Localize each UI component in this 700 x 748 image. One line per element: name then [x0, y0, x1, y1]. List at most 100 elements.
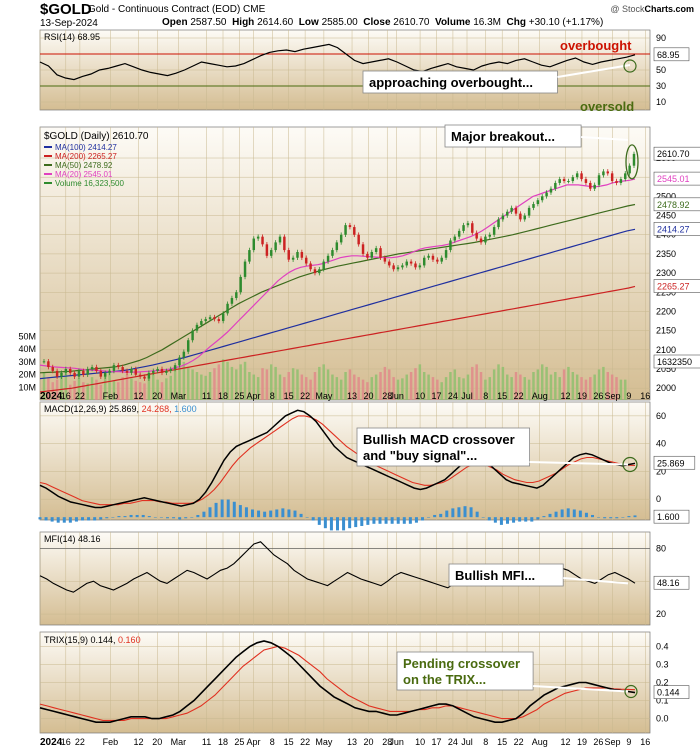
candle-body	[95, 367, 98, 371]
candle-body	[357, 234, 360, 245]
breakout-callout-line-0: Major breakout...	[451, 129, 555, 144]
candle-body	[466, 223, 470, 226]
volume-bar	[248, 372, 251, 400]
candle-body	[632, 153, 636, 166]
volume-bar	[90, 377, 94, 400]
trix-callout-box	[396, 651, 534, 691]
macd-highlight-circle	[622, 456, 638, 473]
volume-bar	[519, 374, 522, 400]
volume-bar	[492, 369, 496, 400]
candle-body	[479, 238, 483, 243]
volume-bar	[584, 379, 588, 400]
rsi-title: RSI(14) 68.95	[44, 32, 100, 42]
x-axis-label: 18	[218, 737, 228, 747]
macd-histogram-bar	[68, 517, 72, 523]
x-axis-label: 22	[75, 737, 85, 747]
ma20-tag: 2545.01	[657, 174, 690, 184]
candle-body	[418, 265, 422, 268]
stockcharts-watermark: @ StockCharts.com	[610, 4, 694, 14]
y-tick-label: 20	[656, 466, 666, 476]
volume-bar	[112, 380, 116, 400]
volume-bar	[230, 366, 234, 400]
volume-bar	[160, 382, 164, 400]
candle-body	[86, 368, 89, 375]
macd-histogram-bar	[384, 517, 388, 524]
x-axis-label: 17	[431, 391, 441, 401]
volume-bar	[68, 384, 72, 400]
x-axis-label: Apr	[246, 391, 260, 401]
volume-bar	[479, 372, 483, 400]
macd-histogram-bar	[554, 511, 558, 518]
x-axis-label: 8	[483, 737, 488, 747]
candle-body	[117, 365, 120, 368]
volume-bar	[558, 377, 561, 400]
volume-tick-label: 30M	[18, 357, 36, 367]
ma20-tag-box	[653, 171, 700, 186]
macd-histogram-bar	[293, 510, 297, 518]
ma100-tag: 2414.27	[657, 224, 690, 234]
candle-body	[103, 372, 107, 377]
volume-bar	[191, 369, 194, 400]
macd-histogram-bar	[317, 517, 321, 525]
volume-bar	[567, 366, 570, 400]
close-value: 2610.70	[393, 17, 430, 28]
y-tick-label: 0.1	[656, 696, 669, 706]
mfi-title: MFI(14) 48.16	[44, 534, 101, 544]
macd-histogram-bar	[469, 507, 473, 518]
volume-bar	[156, 379, 159, 400]
macd-histogram-bar	[427, 517, 431, 518]
x-axis-label: 22	[514, 737, 524, 747]
candle-body	[396, 267, 400, 270]
volume-bar	[278, 374, 282, 400]
macd-histogram-bar	[81, 517, 84, 521]
volume-bar	[602, 366, 605, 400]
candle-body	[558, 179, 561, 183]
trix-title-main: TRIX(15,9) 0.144,	[44, 635, 118, 645]
macd-histogram-bar	[518, 517, 522, 522]
candle-body	[339, 234, 343, 243]
x-axis-label: 9	[626, 737, 631, 747]
volume-bar	[348, 369, 352, 400]
trix-highlight-circle	[624, 684, 638, 699]
candle-body	[488, 234, 492, 237]
rsi-highlight-circle	[623, 59, 637, 73]
candle-body	[335, 242, 339, 251]
macd-histogram-bar	[615, 517, 619, 519]
volume-bar	[221, 359, 225, 400]
mfi-arrow	[563, 577, 629, 585]
volume-bar	[610, 374, 614, 400]
macd-histogram-bar	[366, 517, 370, 525]
price-tick-label: 2300	[656, 268, 676, 278]
volume-bar	[265, 369, 269, 400]
x-axis-label: 19	[577, 737, 587, 747]
ma50-line	[39, 203, 636, 374]
volume-tag: 1632350	[657, 357, 692, 367]
candle-body	[313, 269, 317, 274]
candle-body	[287, 250, 290, 260]
y-tick-label: 40	[656, 439, 666, 449]
volume-bar	[130, 378, 133, 400]
x-axis-label: 15	[497, 391, 507, 401]
macd-histogram-bar	[251, 509, 254, 518]
candle-body	[300, 251, 304, 258]
candle-body	[628, 165, 631, 174]
macd-histogram-bar	[487, 517, 491, 521]
candle-body	[291, 257, 295, 260]
mfi-value-tag-box	[653, 575, 690, 590]
price-panel	[39, 126, 651, 401]
candle-body	[265, 244, 269, 256]
macd-histogram-bar	[238, 505, 242, 518]
low-label: Low	[298, 17, 319, 28]
macd-histogram-bar	[172, 517, 176, 519]
volume-bar	[108, 369, 111, 400]
candle-body	[143, 376, 146, 379]
x-axis-label: 28	[382, 737, 392, 747]
candle-body	[554, 182, 557, 189]
macd-histogram-bar	[560, 509, 564, 518]
volume-bar	[606, 372, 610, 400]
symbol-description: Gold - Continuous Contract (EOD) CME	[88, 4, 266, 15]
volume-bar	[86, 383, 89, 400]
macd-histogram-bar	[269, 510, 273, 518]
candle-body	[593, 184, 596, 189]
volume-bar	[252, 374, 256, 400]
